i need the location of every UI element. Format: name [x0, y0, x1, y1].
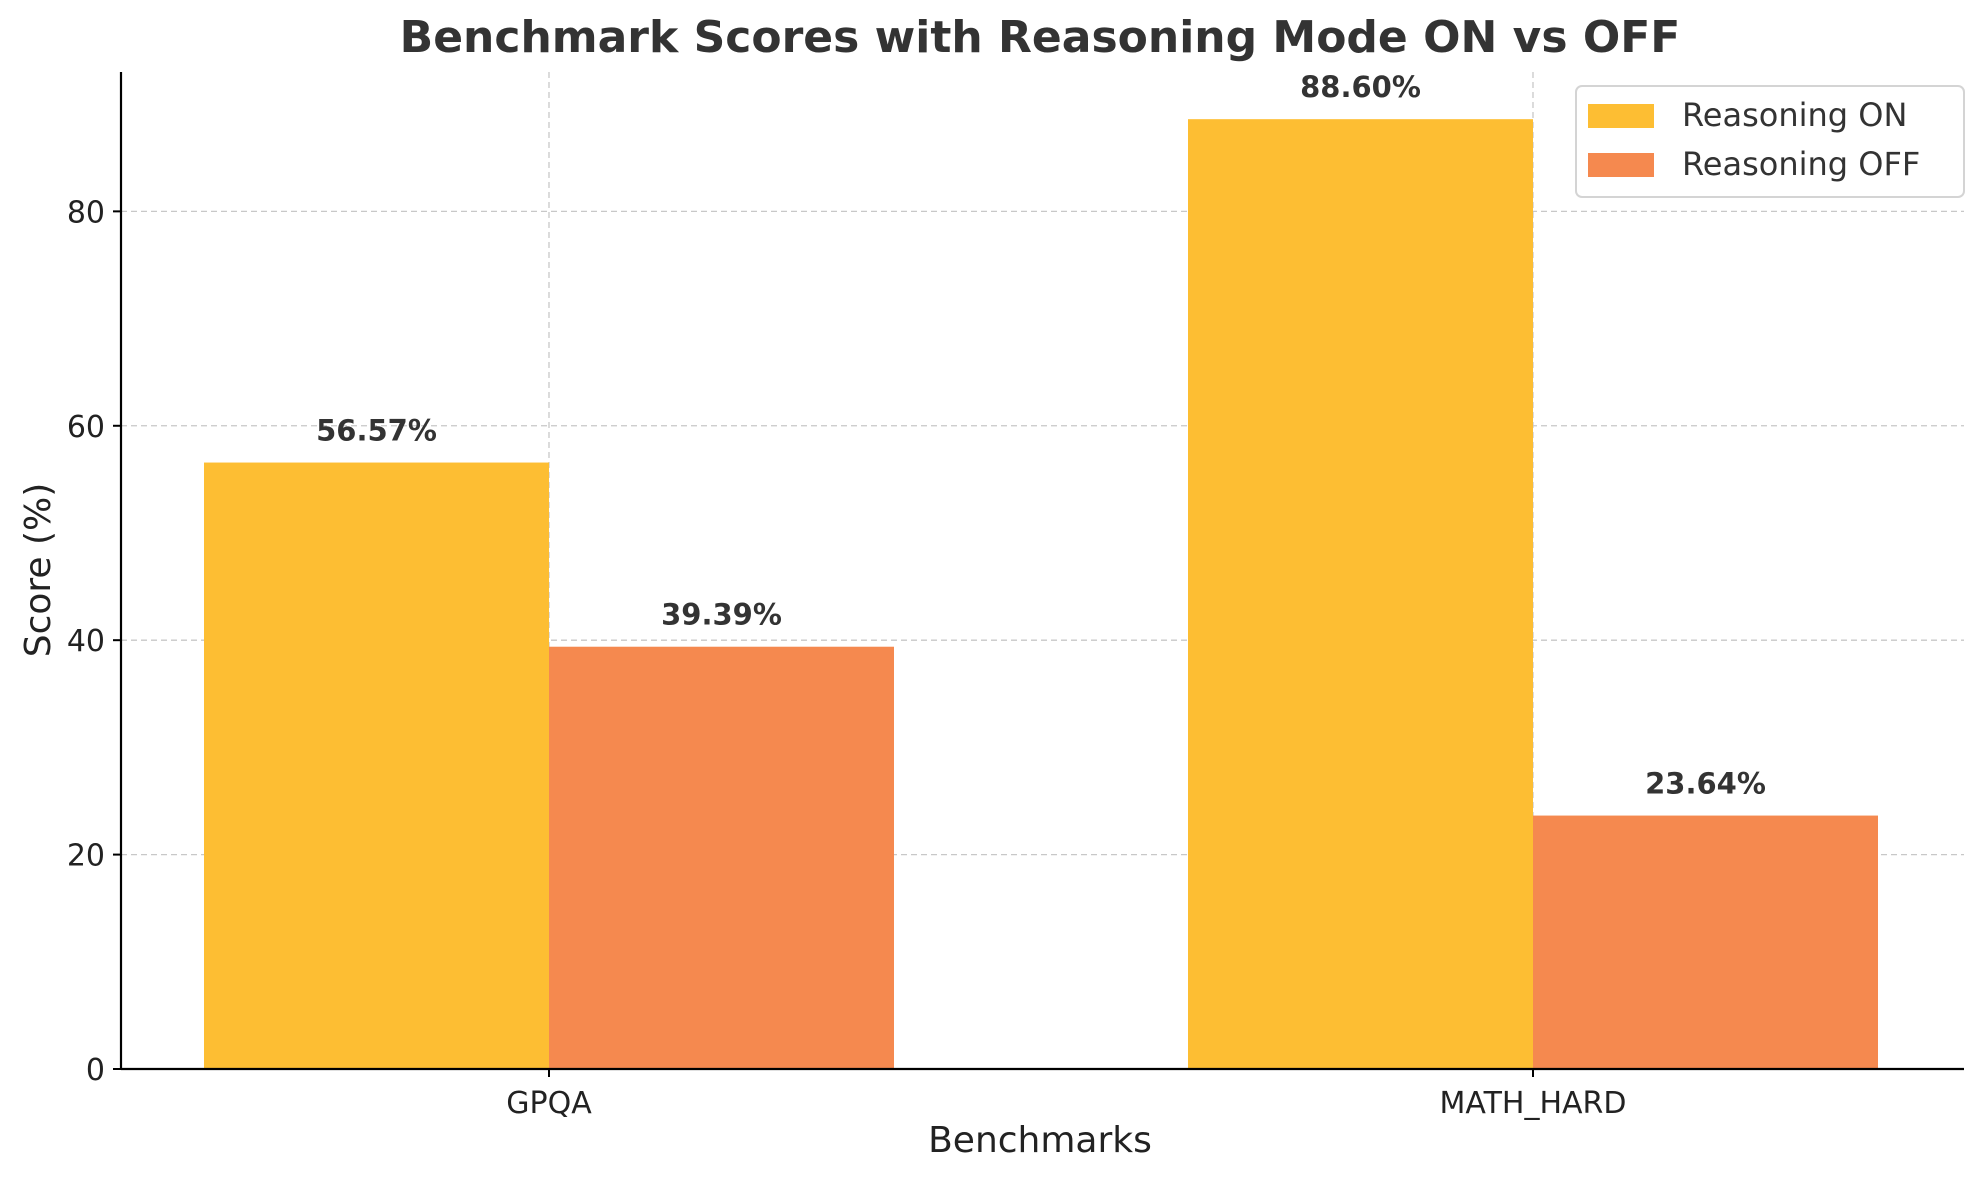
chart-title: Benchmark Scores with Reasoning Mode ON … — [400, 12, 1681, 63]
legend-label-reasoning-off: Reasoning OFF — [1682, 145, 1920, 183]
y-tick-label: 60 — [67, 410, 105, 445]
x-tick-label: GPQA — [506, 1086, 592, 1121]
y-tick-label: 80 — [67, 195, 105, 230]
y-tick-label: 40 — [67, 624, 105, 659]
data-label: 39.39% — [661, 598, 782, 632]
data-label: 88.60% — [1300, 70, 1421, 104]
legend-swatch-reasoning-off — [1588, 153, 1654, 177]
y-tick-label: 0 — [86, 1053, 105, 1088]
y-ticks: 0 20 40 60 80 — [67, 195, 121, 1088]
x-tick-label: MATH_HARD — [1440, 1086, 1627, 1121]
bars — [204, 119, 1878, 1069]
bar-reasoning-on-gpqa — [204, 462, 549, 1069]
data-label: 23.64% — [1645, 767, 1766, 801]
bar-reasoning-off-math_hard — [1533, 815, 1878, 1069]
y-tick-label: 20 — [67, 839, 105, 874]
x-axis-label: Benchmarks — [928, 1120, 1152, 1161]
data-labels: 56.57% 88.60% 39.39% 23.64% — [316, 70, 1766, 800]
legend-swatch-reasoning-on — [1588, 104, 1654, 128]
x-ticks: GPQA MATH_HARD — [506, 1069, 1627, 1121]
axes — [119, 72, 1964, 1071]
bar-reasoning-off-gpqa — [549, 646, 894, 1069]
y-axis-label: Score (%) — [18, 483, 59, 658]
data-label: 56.57% — [316, 414, 437, 448]
bar-reasoning-on-math_hard — [1188, 119, 1533, 1069]
legend: Reasoning ON Reasoning OFF — [1575, 85, 1965, 198]
legend-label-reasoning-on: Reasoning ON — [1682, 96, 1907, 134]
legend-frame — [1575, 85, 1965, 198]
